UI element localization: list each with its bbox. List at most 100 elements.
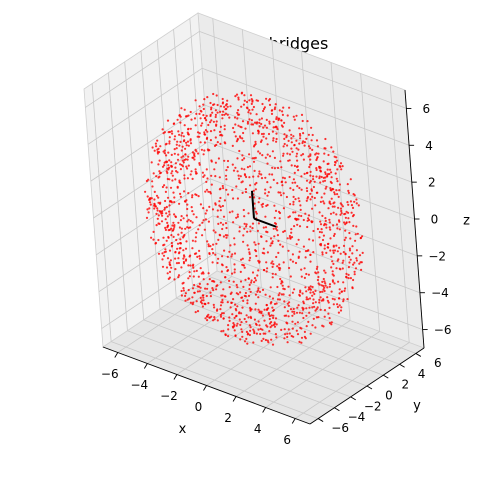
scatter-point	[238, 230, 241, 233]
scatter-point	[166, 119, 170, 122]
scatter-point	[250, 281, 253, 284]
scatter-point	[277, 251, 280, 254]
scatter-point	[339, 213, 342, 216]
scatter-point	[170, 241, 173, 245]
scatter-point	[198, 255, 201, 258]
scatter-point	[219, 105, 222, 108]
scatter-point	[252, 105, 255, 109]
scatter-point	[202, 219, 205, 222]
scatter-point	[195, 112, 198, 115]
scatter-point	[361, 251, 364, 254]
scatter-point	[336, 250, 339, 253]
scatter-point	[228, 116, 231, 119]
scatter-point	[174, 166, 177, 169]
scatter-point	[235, 324, 238, 327]
scatter-point	[177, 276, 180, 279]
scatter-point	[230, 301, 233, 304]
scatter-point	[256, 121, 259, 124]
scatter-point	[283, 137, 286, 140]
scatter-point	[296, 306, 299, 309]
scatter-point	[306, 189, 309, 193]
scatter-point	[231, 272, 234, 275]
scatter-point	[332, 150, 335, 153]
bridge-segment	[253, 217, 277, 228]
scatter-point	[249, 290, 252, 293]
scatter-point	[257, 132, 260, 135]
scatter-point	[198, 162, 201, 165]
scatter-point	[309, 163, 312, 166]
scatter-point	[274, 209, 278, 212]
z-tick-label: 6	[423, 102, 431, 116]
scatter-point	[338, 189, 341, 192]
scatter-point	[237, 174, 240, 177]
scatter-point	[316, 278, 319, 282]
scatter-point	[188, 271, 191, 274]
scatter-point	[296, 185, 299, 188]
scatter-point	[202, 107, 205, 111]
scatter-point	[236, 305, 239, 308]
scatter-point	[168, 159, 171, 162]
scatter-point	[212, 92, 215, 96]
scatter-point	[254, 188, 257, 191]
scatter-point	[337, 280, 340, 283]
scatter-point	[203, 149, 206, 152]
scatter-point	[323, 309, 327, 312]
scatter-point	[167, 151, 170, 154]
scatter-point	[173, 135, 177, 138]
scatter-point	[339, 162, 343, 165]
grid-y-floor	[143, 319, 351, 398]
scatter-point	[279, 267, 282, 270]
scatter-point	[161, 214, 164, 217]
scatter-point	[326, 168, 329, 171]
scatter-point	[267, 311, 270, 315]
scatter-point	[177, 252, 181, 255]
scatter-point	[221, 102, 224, 105]
scatter-point	[220, 330, 223, 333]
scatter-point	[254, 183, 257, 186]
scatter-point	[234, 95, 237, 98]
scatter-point	[224, 234, 227, 237]
scatter-point	[201, 171, 204, 174]
scatter-point	[153, 190, 156, 193]
scatter-point	[343, 221, 346, 224]
scatter-point	[289, 236, 292, 239]
scatter-point	[322, 200, 325, 203]
scatter-point	[333, 193, 336, 196]
scatter-point	[324, 219, 327, 222]
scatter-point	[198, 224, 201, 227]
scatter-point	[219, 196, 222, 200]
scatter-point	[211, 111, 214, 114]
scatter-point	[316, 306, 319, 309]
scatter-point	[271, 130, 274, 133]
scatter-point	[253, 157, 256, 160]
scatter-point	[170, 165, 173, 168]
scatter-point	[338, 292, 341, 295]
scatter-point	[189, 127, 192, 130]
scatter-point	[203, 131, 206, 134]
scatter-point	[195, 300, 198, 303]
scatter-point	[267, 341, 270, 344]
scatter-point	[213, 316, 216, 319]
scatter-point	[194, 124, 197, 127]
scatter-point	[177, 274, 181, 277]
scatter-point	[170, 161, 173, 164]
scatter-point	[199, 109, 202, 112]
scatter-point	[184, 147, 187, 150]
scatter-point	[300, 154, 303, 157]
scatter-point	[255, 113, 258, 116]
scatter-point	[191, 303, 194, 306]
scatter-point	[292, 211, 295, 214]
scatter-point	[323, 280, 326, 283]
scatter-point	[260, 173, 263, 176]
scatter-point	[161, 252, 164, 255]
scatter-point	[254, 250, 258, 253]
scatter-point	[242, 264, 245, 267]
scatter-point	[274, 227, 278, 230]
scatter-point	[349, 178, 352, 181]
scatter-point	[209, 139, 212, 142]
scatter-point	[236, 197, 239, 200]
scatter-point	[213, 129, 216, 132]
scatter-point	[177, 233, 180, 236]
scatter-point	[261, 154, 264, 157]
scatter-point	[193, 270, 196, 273]
